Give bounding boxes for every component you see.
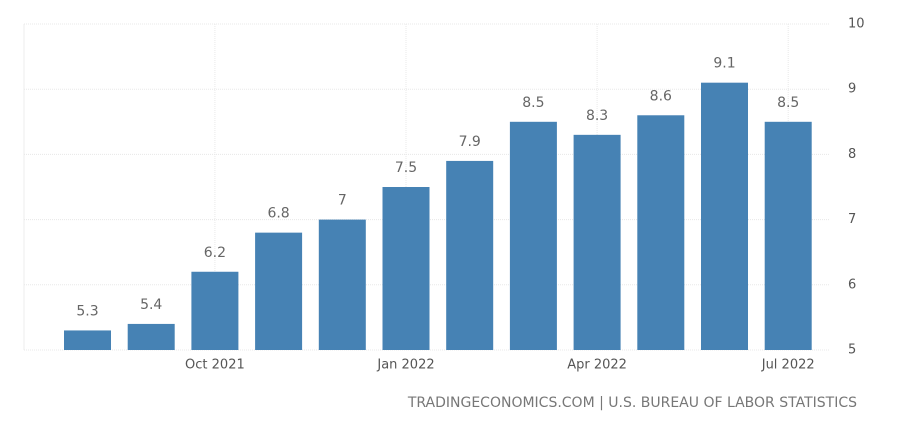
bar — [764, 121, 812, 350]
value-label: 5.4 — [140, 297, 162, 313]
value-label: 6.2 — [204, 245, 226, 261]
value-label: 8.5 — [522, 95, 544, 111]
bar — [637, 115, 685, 350]
source: TRADINGECONOMICS.COM | U.S. BUREAU OF LA… — [407, 395, 857, 411]
y-tick-label: 6 — [848, 277, 856, 292]
y-tick-label: 7 — [848, 212, 856, 227]
bar — [701, 82, 748, 351]
value-label: 8.5 — [777, 95, 799, 111]
bar — [191, 271, 239, 350]
value-label: 7 — [338, 193, 347, 209]
x-tick-label: Apr 2022 — [567, 358, 627, 373]
bar — [64, 330, 111, 350]
value-label: 9.1 — [713, 56, 735, 72]
x-tick-label: Oct 2021 — [185, 358, 245, 373]
bar — [127, 323, 175, 350]
y-tick-label: 5 — [848, 343, 856, 358]
x-tick-label: Jul 2022 — [761, 358, 815, 373]
bar — [382, 187, 430, 350]
value-label: 6.8 — [267, 206, 289, 222]
x-tick-label: Jan 2022 — [376, 358, 434, 373]
y-tick-label: 10 — [848, 17, 865, 32]
bar — [318, 219, 366, 350]
value-label: 7.9 — [459, 134, 481, 150]
bar — [255, 232, 303, 350]
y-tick-label: 9 — [848, 82, 856, 97]
value-label: 8.3 — [586, 108, 608, 124]
value-label: 7.5 — [395, 160, 417, 176]
value-label: 8.6 — [650, 88, 672, 104]
bar — [573, 134, 621, 350]
y-tick-label: 8 — [848, 147, 856, 162]
bar — [509, 121, 557, 350]
bar — [446, 160, 494, 350]
value-label: 5.3 — [76, 303, 98, 319]
